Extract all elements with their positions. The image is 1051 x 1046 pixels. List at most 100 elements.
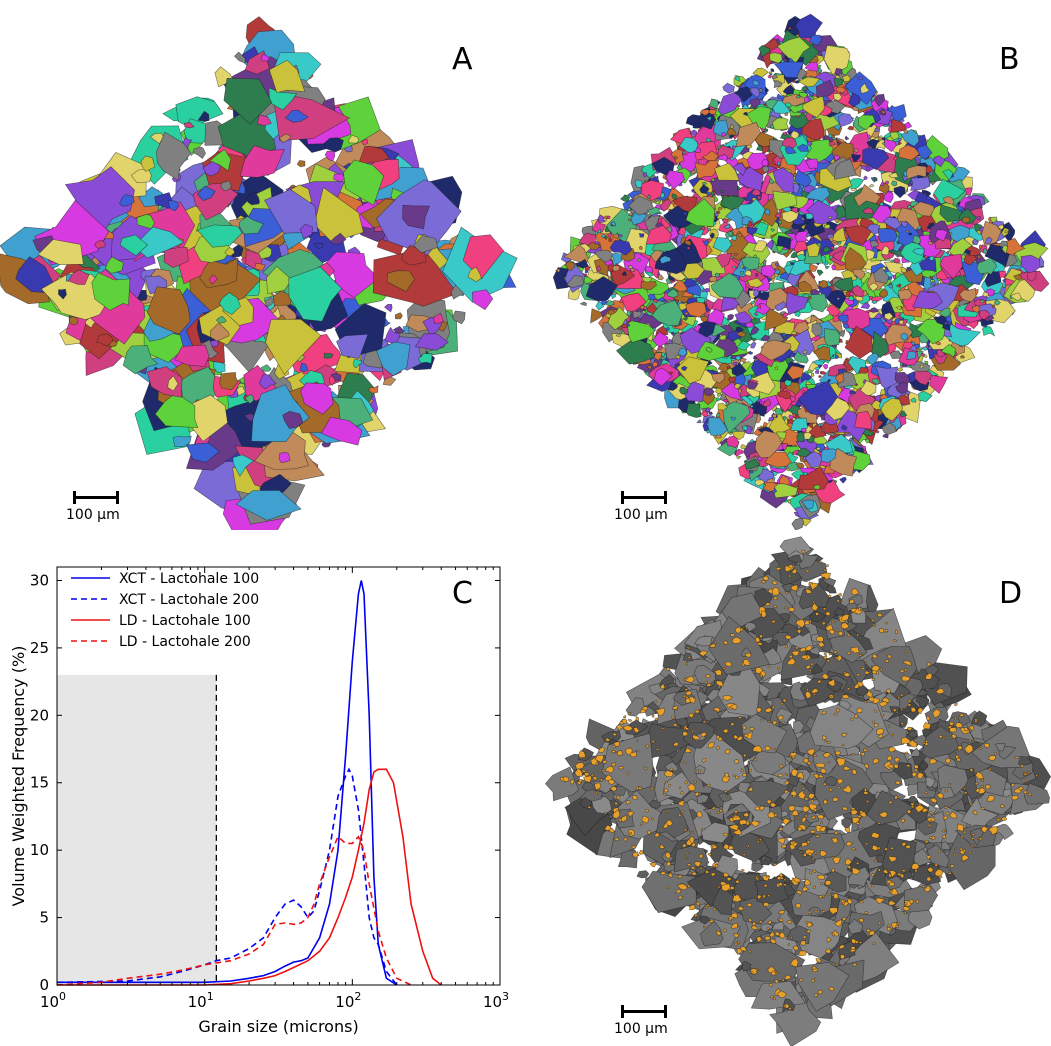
- orange-grain: [933, 863, 939, 867]
- orange-grain: [974, 771, 984, 780]
- orange-grain: [832, 856, 841, 864]
- orange-grain: [733, 933, 741, 939]
- orange-grain: [850, 938, 857, 945]
- orange-grain: [810, 977, 816, 983]
- gray-grain: [693, 635, 713, 647]
- orange-grain: [647, 830, 652, 836]
- grain: [761, 146, 770, 154]
- orange-grain: [831, 933, 836, 937]
- orange-grain: [731, 636, 742, 645]
- grain: [196, 224, 243, 248]
- orange-grain: [685, 838, 693, 846]
- orange-grain: [745, 652, 752, 658]
- orange-grain: [842, 806, 848, 811]
- grain: [626, 207, 632, 212]
- orange-grain: [963, 791, 968, 795]
- grain: [752, 240, 768, 252]
- grain: [771, 73, 779, 80]
- grain: [197, 110, 210, 122]
- gray-grain: [918, 759, 929, 771]
- orange-grain: [814, 993, 819, 998]
- orange-grain: [796, 771, 805, 781]
- orange-grain: [833, 649, 838, 654]
- orange-grain: [921, 885, 926, 888]
- orange-grain: [784, 564, 792, 572]
- orange-grain: [821, 735, 827, 741]
- grain: [679, 386, 689, 395]
- orange-grain: [901, 675, 911, 682]
- grain: [899, 410, 908, 417]
- grain: [734, 75, 741, 83]
- grain: [167, 200, 180, 212]
- grain: [597, 229, 602, 234]
- gray-grain: [662, 771, 694, 800]
- grain: [646, 364, 653, 370]
- grain: [916, 144, 933, 160]
- orange-grain: [812, 885, 816, 889]
- orange-grain: [880, 713, 885, 717]
- orange-grain: [926, 867, 934, 873]
- orange-grain: [1000, 803, 1005, 809]
- grain: [646, 206, 660, 216]
- grain: [882, 433, 889, 439]
- orange-grain: [730, 912, 738, 919]
- gray-grain: [702, 807, 724, 822]
- grain: [597, 214, 606, 224]
- grain: [837, 113, 854, 128]
- grain: [896, 283, 902, 288]
- orange-grain: [707, 853, 713, 857]
- orange-grain: [792, 945, 799, 951]
- orange-grain: [590, 773, 594, 777]
- orange-grain: [733, 809, 738, 814]
- grain: [906, 165, 927, 180]
- orange-grain: [842, 784, 852, 794]
- orange-grain: [878, 811, 889, 818]
- orange-grain: [1021, 779, 1026, 784]
- orange-grain: [776, 876, 782, 881]
- orange-grain: [787, 1006, 792, 1011]
- grain: [862, 450, 868, 454]
- orange-grain: [748, 769, 753, 773]
- gray-grain: [787, 554, 803, 564]
- grain: [773, 80, 783, 88]
- grain: [847, 125, 854, 131]
- orange-grain: [623, 714, 627, 719]
- grain: [394, 312, 403, 320]
- grain: [797, 76, 821, 88]
- orange-grain: [884, 659, 890, 663]
- orange-grain: [826, 659, 830, 663]
- orange-grain: [821, 909, 826, 914]
- orange-grain: [562, 776, 570, 782]
- grain: [810, 372, 815, 377]
- orange-grain: [841, 743, 845, 747]
- grain: [933, 178, 966, 205]
- grain: [732, 361, 738, 366]
- grain: [174, 344, 210, 367]
- grain: [982, 248, 988, 255]
- orange-grain: [804, 797, 809, 801]
- y-tick-label: 10: [30, 841, 49, 859]
- orange-grain: [858, 606, 862, 612]
- orange-grain: [778, 872, 784, 878]
- grain: [156, 131, 192, 181]
- orange-grain: [824, 880, 832, 886]
- grain: [837, 314, 849, 323]
- grain: [776, 390, 792, 400]
- orange-grain: [914, 764, 919, 769]
- grain: [626, 320, 656, 343]
- grain: [795, 447, 812, 457]
- gray-grain: [937, 683, 952, 698]
- gray-grain: [717, 792, 733, 803]
- orange-grain: [805, 688, 809, 692]
- orange-grain: [987, 767, 992, 772]
- orange-grain: [942, 815, 949, 821]
- orange-grain: [654, 717, 659, 722]
- orange-grain: [906, 809, 912, 814]
- grain: [790, 251, 798, 259]
- orange-grain: [855, 861, 860, 865]
- grain: [609, 240, 632, 256]
- grain: [842, 74, 851, 83]
- orange-grain: [627, 810, 635, 818]
- gray-grain: [1023, 782, 1050, 805]
- grain: [675, 355, 681, 360]
